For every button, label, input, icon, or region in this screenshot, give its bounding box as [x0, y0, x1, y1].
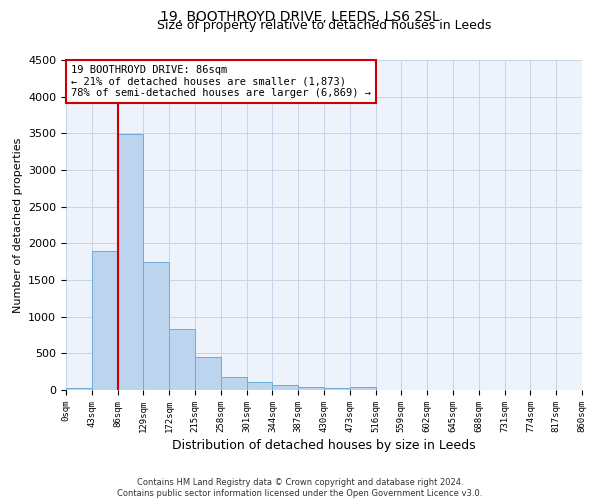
Bar: [324, 388, 350, 390]
Bar: [272, 385, 298, 390]
Bar: [92, 250, 118, 390]
Title: Size of property relative to detached houses in Leeds: Size of property relative to detached ho…: [157, 20, 491, 32]
Text: Contains HM Land Registry data © Crown copyright and database right 2024.
Contai: Contains HM Land Registry data © Crown c…: [118, 478, 482, 498]
Bar: [66, 388, 92, 390]
Bar: [350, 386, 376, 390]
X-axis label: Distribution of detached houses by size in Leeds: Distribution of detached houses by size …: [172, 439, 476, 452]
Bar: [169, 329, 195, 390]
Y-axis label: Number of detached properties: Number of detached properties: [13, 138, 23, 312]
Bar: [247, 382, 272, 390]
Bar: [143, 262, 169, 390]
Bar: [195, 357, 221, 390]
Text: 19 BOOTHROYD DRIVE: 86sqm
← 21% of detached houses are smaller (1,873)
78% of se: 19 BOOTHROYD DRIVE: 86sqm ← 21% of detac…: [71, 65, 371, 98]
Text: 19, BOOTHROYD DRIVE, LEEDS, LS6 2SL: 19, BOOTHROYD DRIVE, LEEDS, LS6 2SL: [160, 10, 440, 24]
Bar: [118, 134, 143, 390]
Bar: [221, 377, 247, 390]
Bar: [298, 387, 324, 390]
